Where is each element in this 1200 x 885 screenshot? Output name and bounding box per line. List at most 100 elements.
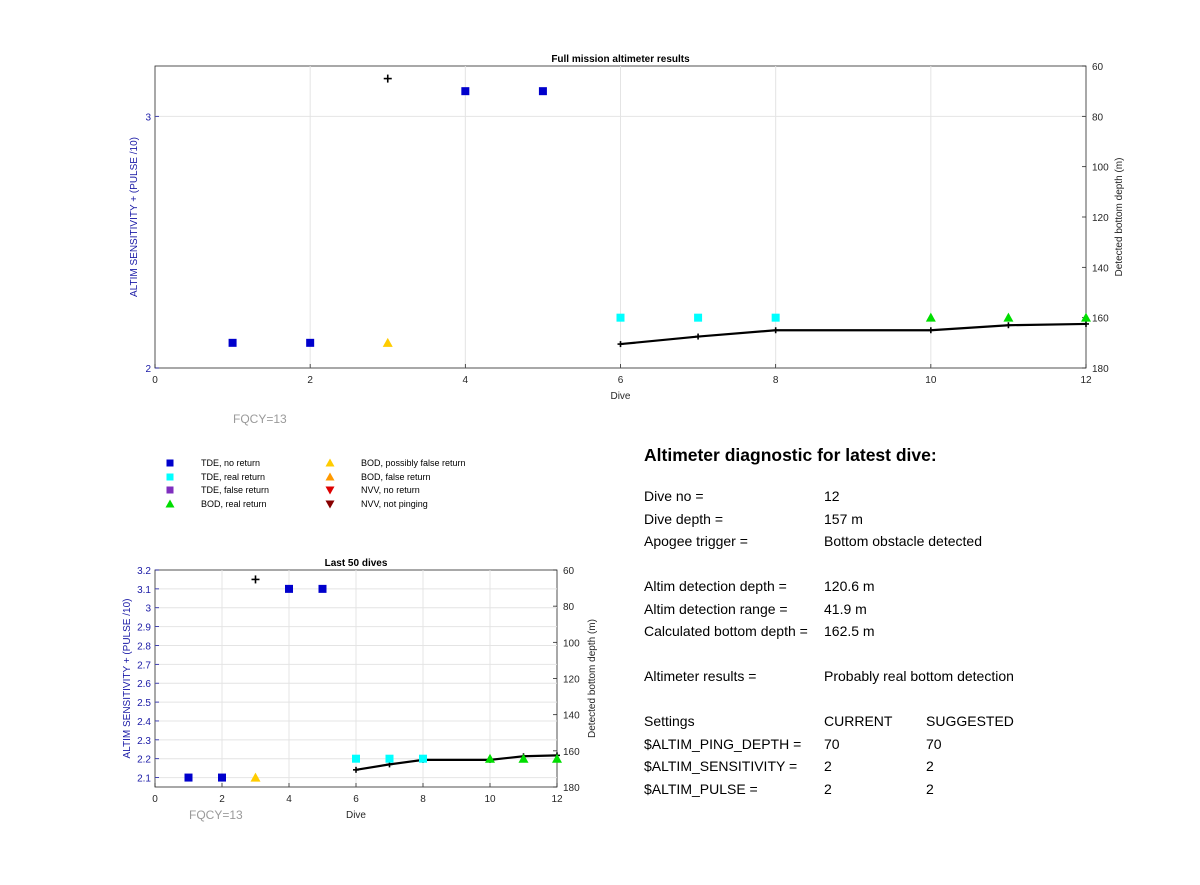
det-range-label: Altim detection range = xyxy=(644,600,788,617)
main-data-point xyxy=(538,87,547,96)
legend-marker xyxy=(166,473,174,481)
det-range-row: Altim detection range = 41.9 m xyxy=(644,601,1164,624)
legend-marker xyxy=(325,486,335,495)
last50-x-tick-label: 6 xyxy=(353,794,359,805)
last50-y2-tick-label: 140 xyxy=(563,711,580,722)
last50-data-point xyxy=(352,754,360,763)
last50-y2-tick-label: 160 xyxy=(563,747,580,758)
ping-depth-label: $ALTIM_PING_DEPTH = xyxy=(644,735,802,752)
det-range-value: 41.9 m xyxy=(824,600,867,617)
last50-x-tick-label: 0 xyxy=(152,794,158,805)
main-x-tick-label: 2 xyxy=(307,375,313,386)
det-depth-label: Altim detection depth = xyxy=(644,578,787,594)
main-bottom-depth-point xyxy=(927,327,934,334)
main-y2-tick-label: 80 xyxy=(1092,112,1104,123)
last50-data-point xyxy=(552,753,562,763)
sensitivity-suggested: 2 xyxy=(926,758,934,774)
diagnostic-title: Altimeter diagnostic for latest dive: xyxy=(644,445,937,465)
results-value: Probably real bottom detection xyxy=(824,668,1014,684)
ping-depth-row: $ALTIM_PING_DEPTH = 70 70 xyxy=(644,736,1164,759)
main-x-tick-label: 10 xyxy=(925,375,937,386)
ping-depth-current: 70 xyxy=(824,735,840,752)
last50-chart-title: Last 50 dives xyxy=(325,558,388,569)
ping-depth-suggested: 70 xyxy=(926,735,942,752)
main-x-axis-label: Dive xyxy=(610,391,630,402)
main-y2-tick-label: 140 xyxy=(1092,263,1109,274)
suggested-header: SUGGESTED xyxy=(926,713,1014,729)
main-data-point xyxy=(382,337,393,347)
last50-y-tick-label: 2.8 xyxy=(137,641,151,652)
last50-data-point xyxy=(251,575,260,584)
main-y2-tick-label: 100 xyxy=(1092,163,1109,174)
legend-marker xyxy=(325,472,335,481)
diagnostic-panel: Altimeter diagnostic for latest dive: Di… xyxy=(644,445,1164,803)
main-y-tick-label: 3 xyxy=(145,112,151,123)
main-x-tick-label: 0 xyxy=(152,375,158,386)
last50-x-tick-label: 2 xyxy=(219,794,225,805)
main-x-tick-label: 8 xyxy=(773,375,779,386)
last50-data-point xyxy=(419,754,427,763)
legend-marker xyxy=(325,458,335,467)
last50-fqcy-annotation: FQCY=13 xyxy=(189,808,243,822)
last50-y2-tick-label: 100 xyxy=(563,638,580,649)
main-bottom-depth-point xyxy=(772,327,779,334)
det-depth-value: 120.6 m xyxy=(824,578,875,594)
main-data-point xyxy=(1003,312,1014,322)
main-data-point xyxy=(228,338,237,347)
settings-header-row: Settings CURRENT SUGGESTED xyxy=(644,713,1164,736)
pulse-row: $ALTIM_PULSE = 2 2 xyxy=(644,781,1164,804)
last50-x-tick-label: 8 xyxy=(420,794,426,805)
last50-bottom-depth-point xyxy=(353,766,359,773)
last50-y-tick-label: 2.7 xyxy=(137,660,151,671)
main-bottom-depth-point xyxy=(617,341,624,348)
last50-data-point xyxy=(218,773,226,782)
last50-data-point xyxy=(318,584,327,593)
last50-data-point xyxy=(518,753,529,763)
results-row: Altimeter results = Probably real bottom… xyxy=(644,668,1164,691)
last50-x-tick-label: 12 xyxy=(551,794,563,805)
last50-y2-tick-label: 80 xyxy=(563,602,575,613)
settings-label: Settings xyxy=(644,713,695,729)
det-depth-row: Altim detection depth = 120.6 m xyxy=(644,578,1164,601)
legend-label: BOD, false return xyxy=(361,472,431,482)
last50-bottom-depth-line xyxy=(355,754,558,771)
current-header: CURRENT xyxy=(824,713,893,729)
last50-y-tick-label: 2.3 xyxy=(137,736,151,747)
dive-no-label: Dive no = xyxy=(644,488,704,504)
main-y2-tick-label: 180 xyxy=(1092,364,1109,375)
pulse-label: $ALTIM_PULSE = xyxy=(644,780,758,797)
calc-depth-label: Calculated bottom depth = xyxy=(644,623,808,639)
main-y2-tick-label: 120 xyxy=(1092,213,1109,224)
main-x-tick-label: 6 xyxy=(618,375,624,386)
main-bottom-depth-point xyxy=(695,333,702,340)
last50-y2-axis-label: Detected bottom depth (m) xyxy=(587,619,598,738)
legend-marker xyxy=(165,499,175,508)
main-x-tick-label: 12 xyxy=(1080,375,1092,386)
last50-y2-tick-label: 120 xyxy=(563,675,580,686)
main-chart-title: Full mission altimeter results xyxy=(551,54,690,65)
main-y2-tick-label: 160 xyxy=(1092,314,1109,325)
main-y-axis-label: ALTIM SENSITIVITY + (PULSE /10) xyxy=(129,137,140,297)
main-data-point xyxy=(925,312,936,322)
last50-x-tick-label: 10 xyxy=(484,794,496,805)
pulse-suggested: 2 xyxy=(926,780,934,797)
main-bottom-depth-point xyxy=(1005,322,1012,329)
last50-x-tick-label: 4 xyxy=(286,794,292,805)
last50-data-point xyxy=(285,584,293,593)
sensitivity-current: 2 xyxy=(824,758,832,774)
legend-label: BOD, possibly false return xyxy=(361,458,466,468)
last50-data-point xyxy=(485,753,495,763)
legend-label: TDE, false return xyxy=(201,485,269,495)
main-bottom-depth-point xyxy=(1083,320,1089,327)
main-data-point xyxy=(616,313,625,322)
legend-marker xyxy=(325,500,335,509)
main-y2-axis-label: Detected bottom depth (m) xyxy=(1114,158,1125,277)
main-bottom-depth-line xyxy=(620,322,1087,346)
legend-marker xyxy=(166,486,174,494)
main-y2-tick-label: 60 xyxy=(1092,62,1104,73)
sensitivity-label: $ALTIM_SENSITIVITY = xyxy=(644,758,798,774)
main-y-tick-label: 2 xyxy=(145,364,151,375)
last50-y-tick-label: 2.2 xyxy=(137,755,151,766)
last50-data-point xyxy=(385,754,394,763)
